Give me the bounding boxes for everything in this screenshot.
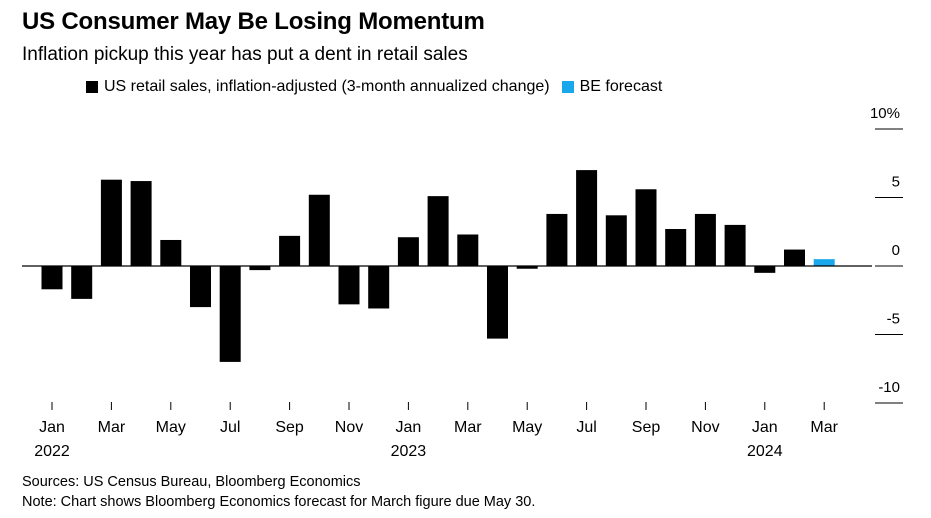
y-tick-label-3: -5 <box>887 311 900 328</box>
x-tick-label-13: Mar <box>810 419 838 436</box>
bar-chart: Jan 2022 Mar May Jul Sep Nov Jan 2023 Mar May Jul Se… <box>22 105 903 460</box>
bar-actual-15 <box>487 266 508 339</box>
x-tick-label-4: Sep <box>275 419 304 436</box>
x-year-label-0: 2022 <box>34 443 70 460</box>
bar-actual-7 <box>249 266 271 271</box>
y-tick-label-0: 10% <box>870 105 900 122</box>
bar-actual-20 <box>635 189 657 266</box>
footer-note: Note: Chart shows Bloomberg Economics fo… <box>22 494 536 510</box>
bar-actual-24 <box>754 266 776 273</box>
legend-item-actual: US retail sales, inflation-adjusted (3-m… <box>86 78 550 96</box>
x-tick-label-12: Jan <box>752 419 778 436</box>
chart-subtitle: Inflation pickup this year has put a den… <box>22 44 468 65</box>
bar-actual-25 <box>784 249 805 266</box>
legend-item-forecast: BE forecast <box>561 78 663 96</box>
bars-group <box>22 170 872 362</box>
x-axis: Jan 2022 Mar May Jul Sep Nov Jan 2023 Mar May Jul Se… <box>34 402 839 460</box>
bar-actual-8 <box>279 235 301 266</box>
x-tick-label-8: May <box>512 419 542 436</box>
x-tick-label-10: Sep <box>632 419 661 436</box>
x-tick-label-9: Jul <box>576 419 596 436</box>
bar-actual-1 <box>71 266 93 299</box>
bar-actual-6 <box>219 266 241 362</box>
x-year-label-12: 2024 <box>747 443 783 460</box>
x-tick-label-2: May <box>156 419 186 436</box>
x-tick-label-0: Jan <box>39 419 65 436</box>
legend-swatch-actual <box>86 81 98 93</box>
x-tick-label-6: Jan <box>396 419 422 436</box>
bar-actual-12 <box>397 237 419 266</box>
legend-swatch-forecast <box>561 81 574 93</box>
bar-actual-21 <box>665 229 687 266</box>
bar-actual-11 <box>368 266 390 309</box>
legend-label-actual: US retail sales, inflation-adjusted (3-m… <box>104 78 550 95</box>
bar-actual-16 <box>516 266 538 269</box>
bar-actual-0 <box>41 266 63 290</box>
bar-actual-14 <box>457 234 479 266</box>
x-tick-label-7: Mar <box>454 419 482 436</box>
x-tick-label-1: Mar <box>98 419 126 436</box>
y-tick-label-1: 5 <box>892 174 900 191</box>
footer-sources: Sources: US Census Bureau, Bloomberg Eco… <box>22 474 361 490</box>
legend-label-forecast: BE forecast <box>579 78 663 95</box>
bar-actual-22 <box>694 213 716 266</box>
bar-actual-5 <box>190 266 211 308</box>
bar-actual-10 <box>338 266 360 305</box>
bar-actual-17 <box>546 213 568 266</box>
bar-actual-18 <box>576 170 598 266</box>
x-tick-label-5: Nov <box>335 419 363 436</box>
bar-actual-19 <box>605 215 627 266</box>
y-axis: 10% 5 0 -5 -10 <box>870 105 903 404</box>
y-tick-label-2: 0 <box>892 242 900 259</box>
bar-forecast-26 <box>813 259 835 266</box>
y-tick-label-4: -10 <box>878 379 900 396</box>
x-year-label-6: 2023 <box>391 443 427 460</box>
x-tick-label-11: Nov <box>691 419 719 436</box>
bar-actual-23 <box>724 224 746 266</box>
chart-title: US Consumer May Be Losing Momentum <box>22 8 485 35</box>
bar-actual-9 <box>308 194 330 266</box>
bar-actual-13 <box>427 196 449 266</box>
bar-actual-3 <box>130 181 152 266</box>
bar-actual-2 <box>100 179 122 266</box>
x-tick-label-3: Jul <box>220 419 240 436</box>
bar-actual-4 <box>160 239 182 266</box>
chart-legend: US retail sales, inflation-adjusted (3-m… <box>86 78 674 96</box>
